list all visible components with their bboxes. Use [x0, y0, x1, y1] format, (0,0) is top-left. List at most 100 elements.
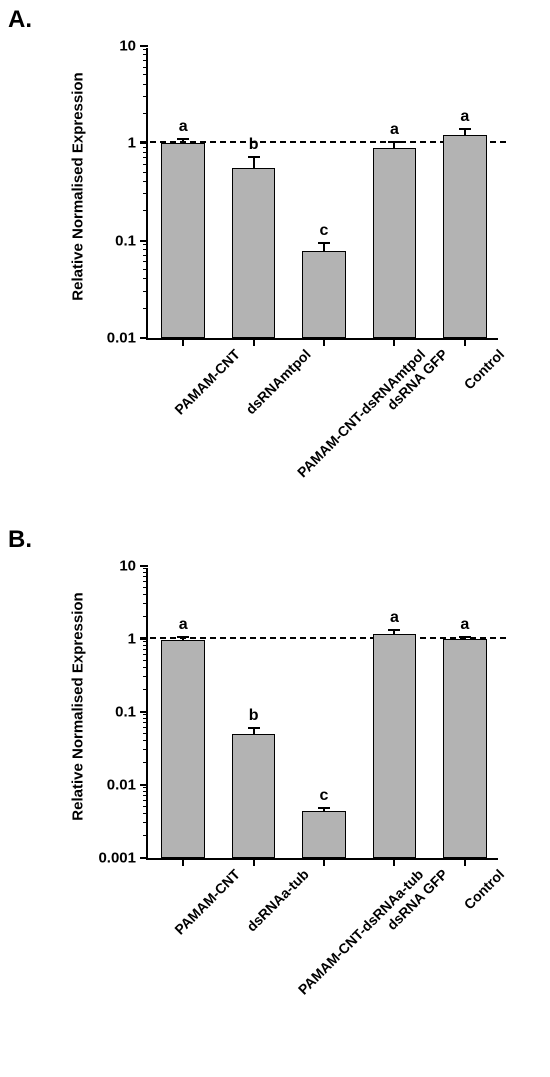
significance-label: a: [179, 118, 188, 136]
ytick-minor: [143, 576, 148, 577]
error-cap: [459, 636, 471, 638]
ytick-minor: [143, 193, 148, 194]
panel-b-chart: Relative Normalised Expression 0.0010.01…: [60, 558, 530, 1058]
error-bar: [323, 243, 325, 251]
panel-a-label: A.: [8, 6, 32, 34]
ytick-minor: [143, 762, 148, 763]
ytick-minor: [143, 261, 148, 262]
ytick-minor: [143, 654, 148, 655]
ytick-minor: [143, 96, 148, 97]
ytick-minor: [143, 244, 148, 245]
ytick-minor: [143, 587, 148, 588]
ytick-minor: [143, 210, 148, 211]
ytick-minor: [143, 49, 148, 50]
ytick-label: 0.1: [115, 704, 136, 721]
ytick-minor: [143, 813, 148, 814]
xtick: [464, 858, 466, 866]
significance-label: a: [390, 609, 399, 627]
xtick: [182, 338, 184, 346]
ytick-minor: [143, 255, 148, 256]
ytick-label: 10: [119, 558, 136, 575]
significance-label: c: [320, 787, 329, 805]
ytick-minor: [143, 645, 148, 646]
xtick: [464, 338, 466, 346]
ytick-minor: [143, 249, 148, 250]
ytick-minor: [143, 568, 148, 569]
bar: [302, 811, 346, 858]
error-cap: [318, 242, 330, 244]
ytick-minor: [143, 806, 148, 807]
ytick-label: 10: [119, 38, 136, 55]
ytick-label: 0.01: [107, 330, 136, 347]
xtick-label: PAMAM-CNT-dsRNAa-tub: [295, 866, 427, 998]
xtick-label: PAMAM-CNT: [172, 866, 244, 938]
significance-label: a: [179, 616, 188, 634]
error-cap: [248, 156, 260, 158]
ytick-minor: [143, 147, 148, 148]
ytick-minor: [143, 54, 148, 55]
panel-b-ylabel: Relative Normalised Expression: [70, 557, 87, 857]
ytick-minor: [143, 616, 148, 617]
ytick-label: 1: [128, 631, 136, 648]
significance-label: c: [320, 222, 329, 240]
significance-label: a: [460, 616, 469, 634]
xtick-label: dsRNAmtpol: [242, 346, 313, 417]
ytick-minor: [143, 581, 148, 582]
ytick-minor: [143, 667, 148, 668]
ytick-minor: [143, 718, 148, 719]
ytick-minor: [143, 787, 148, 788]
ytick-minor: [143, 181, 148, 182]
ytick-minor: [143, 649, 148, 650]
ytick-minor: [143, 733, 148, 734]
panel-a-ylabel: Relative Normalised Expression: [70, 37, 87, 337]
xtick: [182, 858, 184, 866]
ytick-minor: [143, 172, 148, 173]
error-cap: [459, 128, 471, 130]
ytick-label: 1: [128, 135, 136, 152]
significance-label: a: [460, 108, 469, 126]
panel-a-chart: Relative Normalised Expression 0.010.111…: [60, 38, 530, 498]
bar: [373, 148, 417, 338]
ytick-minor: [143, 822, 148, 823]
error-bar: [253, 157, 255, 168]
error-cap: [248, 727, 260, 729]
ytick-minor: [143, 749, 148, 750]
xtick-label: dsRNAa-tub: [243, 866, 312, 935]
significance-label: a: [390, 121, 399, 139]
ytick-label: 0.1: [115, 232, 136, 249]
panel-b-label: B.: [8, 526, 32, 554]
xtick-label: PAMAM-CNT-dsRNAmtpol: [294, 346, 428, 480]
bar: [373, 634, 417, 858]
ytick: [140, 240, 148, 242]
xtick: [323, 338, 325, 346]
bar: [161, 143, 205, 338]
ytick-minor: [143, 291, 148, 292]
ytick: [140, 711, 148, 713]
ytick-minor: [143, 157, 148, 158]
error-cap: [388, 629, 400, 631]
ytick-minor: [143, 791, 148, 792]
xtick: [253, 338, 255, 346]
significance-label: b: [249, 136, 259, 154]
ytick-minor: [143, 74, 148, 75]
panel-a-plot-area: 0.010.1110aPAMAM-CNTbdsRNAmtpolcPAMAM-CN…: [146, 48, 498, 340]
xtick: [323, 858, 325, 866]
ytick-minor: [143, 84, 148, 85]
significance-label: b: [249, 707, 259, 725]
error-cap: [318, 807, 330, 809]
xtick: [393, 858, 395, 866]
ytick-minor: [143, 308, 148, 309]
error-cap: [177, 636, 189, 638]
ytick-minor: [143, 835, 148, 836]
bar: [232, 168, 276, 338]
ytick-minor: [143, 603, 148, 604]
ytick-minor: [143, 740, 148, 741]
ytick-label: 0.001: [98, 850, 136, 867]
ytick: [140, 784, 148, 786]
xtick: [393, 338, 395, 346]
ytick-minor: [143, 572, 148, 573]
bar: [232, 734, 276, 858]
ytick: [140, 857, 148, 859]
ytick-minor: [143, 152, 148, 153]
ytick-minor: [143, 800, 148, 801]
